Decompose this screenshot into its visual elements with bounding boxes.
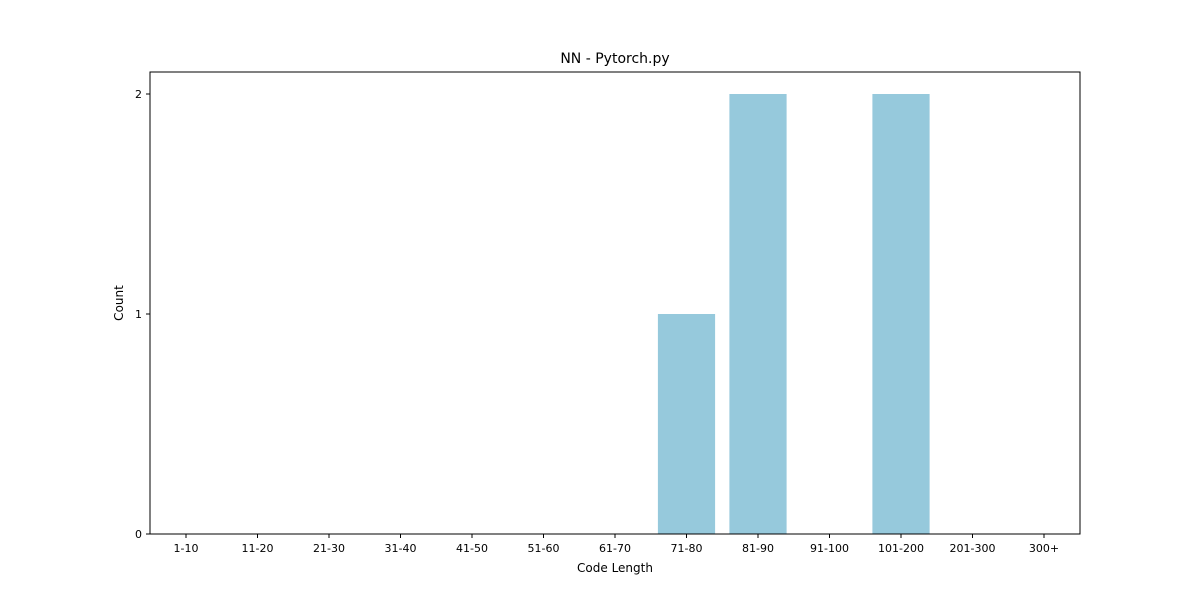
bars-group — [657, 94, 930, 534]
y-axis-ticks: 0 1 2 — [135, 88, 150, 541]
x-tick-label: 21-30 — [313, 542, 345, 555]
x-axis-label: Code Length — [577, 561, 653, 575]
bar-81-90 — [729, 94, 787, 534]
x-tick-label: 41-50 — [456, 542, 488, 555]
chart-title: NN - Pytorch.py — [560, 51, 669, 67]
x-tick-label: 91-100 — [810, 542, 849, 555]
bar-101-200 — [872, 94, 930, 534]
x-tick-label: 1-10 — [174, 542, 199, 555]
bar-71-80 — [657, 314, 716, 534]
x-tick-label: 11-20 — [242, 542, 274, 555]
y-tick-label: 0 — [135, 528, 142, 541]
x-tick-label: 61-70 — [599, 542, 631, 555]
x-tick-label: 31-40 — [385, 542, 417, 555]
y-tick-label: 2 — [135, 88, 142, 101]
x-tick-label: 101-200 — [878, 542, 924, 555]
x-tick-label: 201-300 — [950, 542, 996, 555]
x-tick-label: 51-60 — [528, 542, 560, 555]
x-tick-label: 300+ — [1029, 542, 1059, 555]
y-tick-label: 1 — [135, 308, 142, 321]
x-axis-ticks: 1-10 11-20 21-30 31-40 41-50 51-60 61-70 71-80 8… — [174, 534, 1059, 555]
y-axis-label: Count — [112, 285, 126, 321]
x-tick-label: 71-80 — [671, 542, 703, 555]
x-tick-label: 81-90 — [742, 542, 774, 555]
